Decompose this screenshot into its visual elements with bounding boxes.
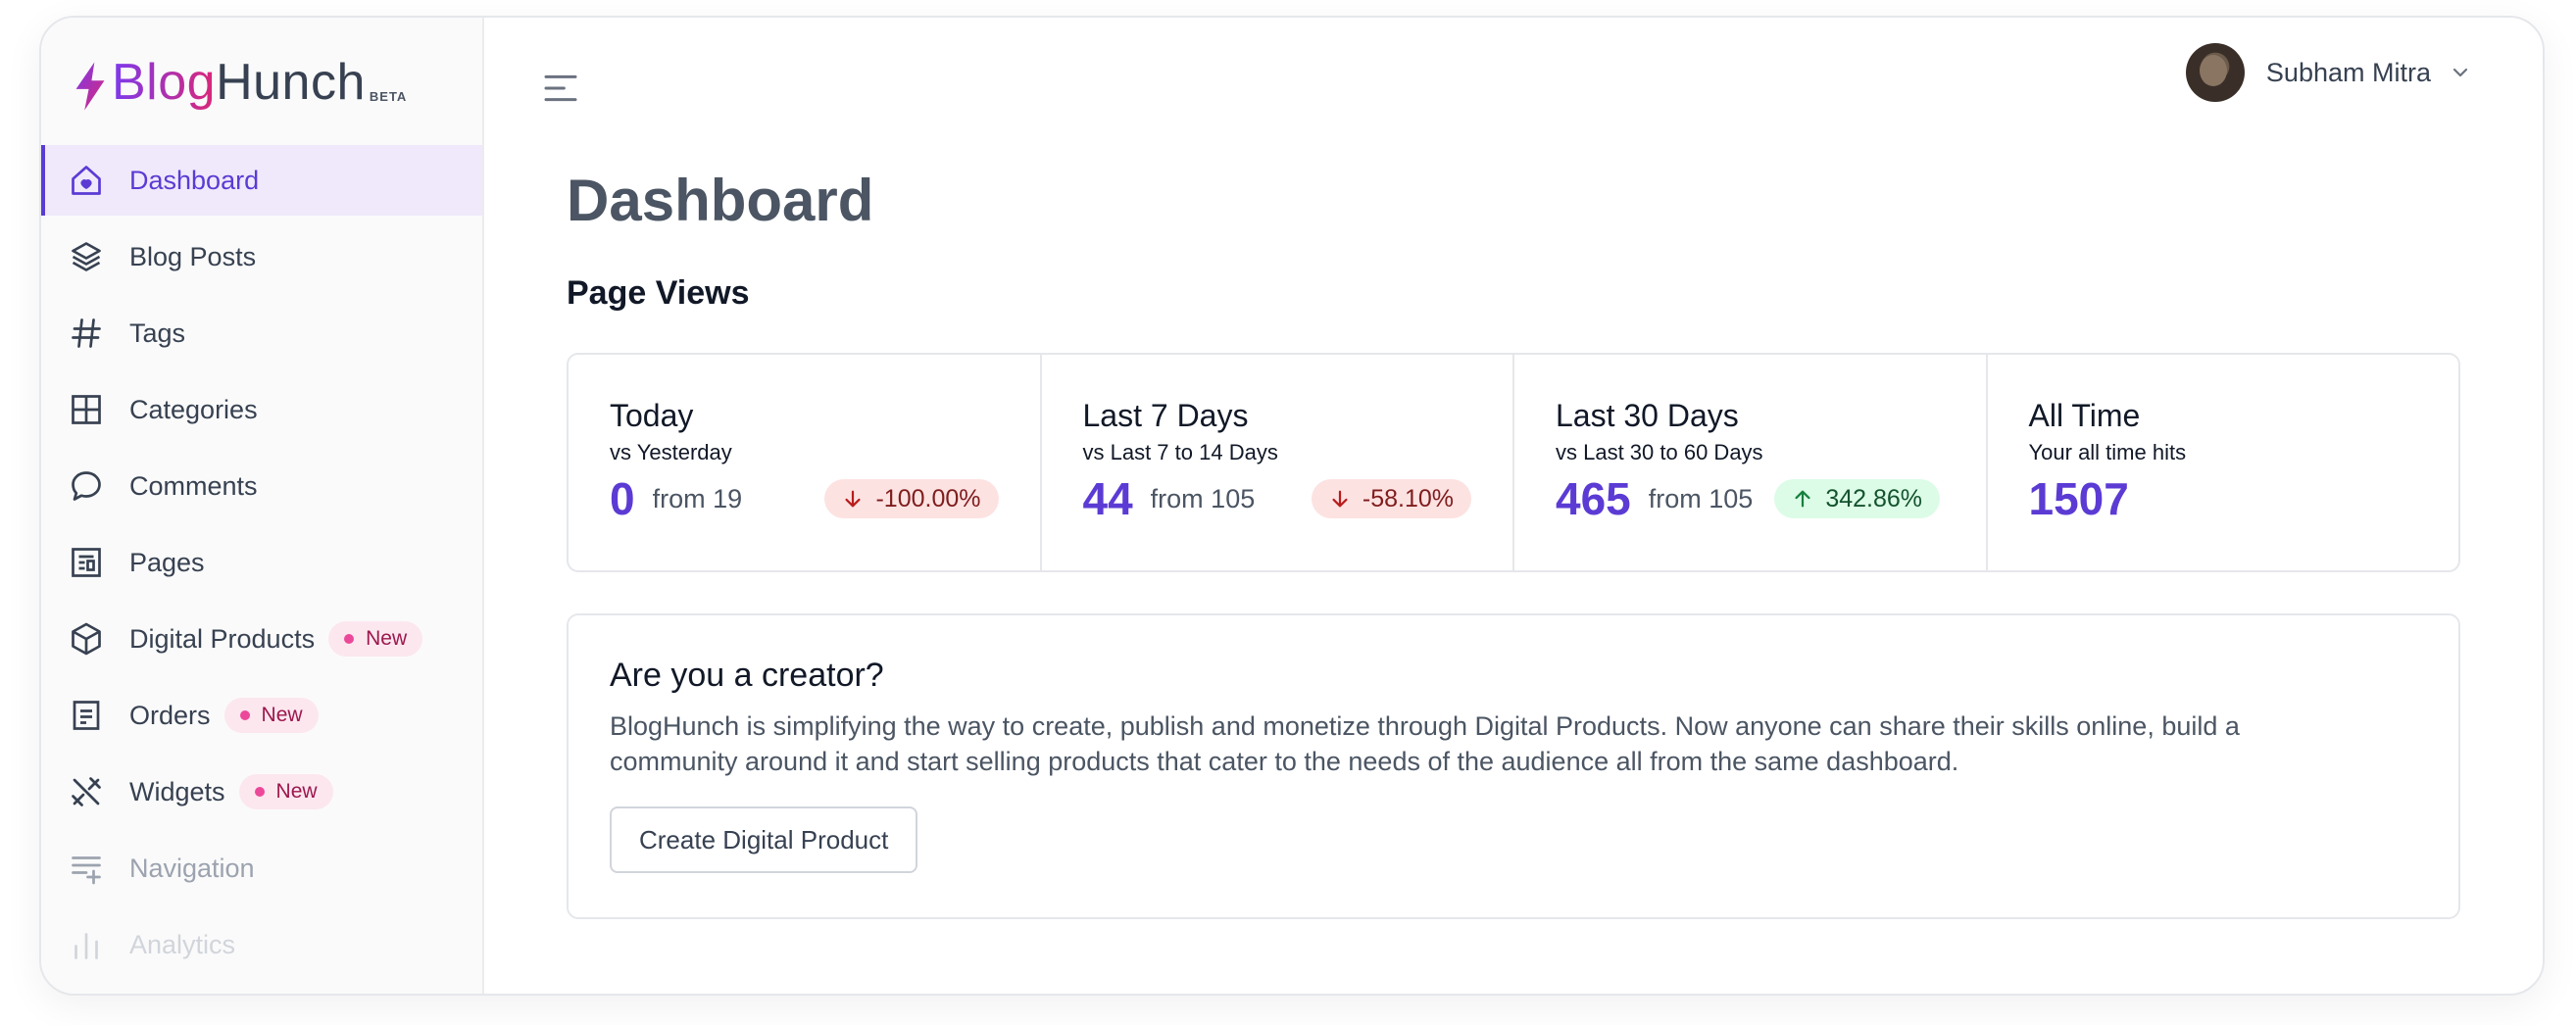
beta-tag: BETA xyxy=(369,89,408,104)
stat-title: All Time xyxy=(2028,398,2141,433)
sidebar-item-label: Pages xyxy=(129,547,205,577)
sidebar-item-blog-posts[interactable]: Blog Posts xyxy=(41,221,482,292)
page-views-stats: Today vs Yesterday 0 from 19 -100.00% La… xyxy=(567,353,2460,572)
arrow-up-icon xyxy=(1795,490,1810,508)
sidebar-nav: Dashboard Blog Posts Tags Categories xyxy=(41,145,482,986)
change-badge: 342.86% xyxy=(1774,479,1941,518)
comment-icon xyxy=(67,466,106,506)
badge-dot xyxy=(239,710,250,720)
chevron-down-icon xyxy=(2452,68,2468,77)
sidebar-item-tags[interactable]: Tags xyxy=(41,298,482,368)
new-badge: New xyxy=(328,621,423,657)
badge-dot xyxy=(254,787,265,797)
hash-icon xyxy=(67,314,106,353)
layers-icon xyxy=(67,237,106,276)
sidebar-item-label: Navigation xyxy=(129,853,255,883)
sidebar-item-digital-products[interactable]: Digital Products New xyxy=(41,604,482,674)
change-value: 342.86% xyxy=(1825,484,1923,512)
receipt-icon xyxy=(67,696,106,735)
sidebar-item-label: Digital Products xyxy=(129,623,316,654)
creator-description: BlogHunch is simplifying the way to crea… xyxy=(610,711,2240,776)
page-title: Dashboard xyxy=(567,168,874,233)
stat-from: from 105 xyxy=(1648,483,1754,513)
sidebar-item-comments[interactable]: Comments xyxy=(41,451,482,521)
avatar xyxy=(2185,43,2245,102)
sidebar-item-label: Widgets xyxy=(129,776,225,806)
grid-icon xyxy=(67,390,106,429)
change-badge: -100.00% xyxy=(824,479,999,518)
app-window: Blog Hunch BETA Dashboard Blog Posts xyxy=(39,16,2545,996)
stat-value: 1507 xyxy=(2028,473,2129,524)
sidebar-item-navigation[interactable]: Navigation xyxy=(41,833,482,903)
stat-value: 465 xyxy=(1556,473,1631,524)
menu-toggle-icon[interactable] xyxy=(541,69,580,108)
stat-subtitle: Your all time hits xyxy=(2028,440,2187,464)
sidebar-item-label: Categories xyxy=(129,394,258,424)
badge-label: New xyxy=(261,704,303,726)
sidebar-item-label: Comments xyxy=(129,470,258,501)
badge-label: New xyxy=(275,780,318,803)
stat-last-7-days: Last 7 Days vs Last 7 to 14 Days 44 from… xyxy=(1042,355,1514,570)
sidebar-item-categories[interactable]: Categories xyxy=(41,374,482,445)
stat-subtitle: vs Last 30 to 60 Days xyxy=(1556,440,1763,464)
sidebar-item-label: Tags xyxy=(129,317,186,348)
logo[interactable]: Blog Hunch BETA xyxy=(73,53,407,112)
badge-dot xyxy=(344,634,355,644)
arrow-down-icon xyxy=(1332,490,1348,508)
sidebar-item-label: Orders xyxy=(129,700,211,730)
stat-last-30-days: Last 30 Days vs Last 30 to 60 Days 465 f… xyxy=(1514,355,1988,570)
user-menu[interactable]: Subham Mitra xyxy=(2185,43,2472,102)
sidebar-item-orders[interactable]: Orders New xyxy=(41,680,482,751)
stat-value: 0 xyxy=(610,473,635,524)
box-icon xyxy=(67,619,106,659)
stat-from: from 19 xyxy=(652,483,743,513)
change-badge: -58.10% xyxy=(1311,479,1471,518)
new-badge: New xyxy=(223,698,319,733)
brand-name-part1: Blog xyxy=(112,54,217,111)
stat-subtitle: vs Last 7 to 14 Days xyxy=(1082,440,1278,464)
stat-from: from 105 xyxy=(1150,483,1256,513)
stat-title: Last 7 Days xyxy=(1082,398,1249,433)
page-views-heading: Page Views xyxy=(567,274,750,312)
create-digital-product-button[interactable]: Create Digital Product xyxy=(610,806,918,873)
arrow-down-icon xyxy=(845,490,861,508)
change-value: -58.10% xyxy=(1362,484,1454,512)
badge-label: New xyxy=(366,627,408,650)
sidebar-item-widgets[interactable]: Widgets New xyxy=(41,757,482,827)
new-badge: New xyxy=(238,774,333,809)
tools-icon xyxy=(67,772,106,811)
brand-name-part2: Hunch xyxy=(216,54,366,111)
chart-icon xyxy=(67,925,106,964)
change-value: -100.00% xyxy=(875,484,981,512)
stat-title: Today xyxy=(610,398,694,433)
sidebar-item-label: Blog Posts xyxy=(129,241,257,271)
creator-card: Are you a creator? BlogHunch is simplify… xyxy=(567,613,2460,919)
creator-heading: Are you a creator? xyxy=(610,657,884,694)
stat-today: Today vs Yesterday 0 from 19 -100.00% xyxy=(569,355,1042,570)
stat-subtitle: vs Yesterday xyxy=(610,440,732,464)
stat-value: 44 xyxy=(1082,473,1133,524)
sidebar-item-analytics[interactable]: Analytics xyxy=(41,909,482,980)
user-name: Subham Mitra xyxy=(2265,57,2431,87)
page-icon xyxy=(67,543,106,582)
sidebar-item-label: Analytics xyxy=(129,929,236,959)
navigation-icon xyxy=(67,849,106,888)
sidebar-item-dashboard[interactable]: Dashboard xyxy=(41,145,482,216)
home-icon xyxy=(67,161,106,200)
sidebar-item-pages[interactable]: Pages xyxy=(41,527,482,598)
stat-title: Last 30 Days xyxy=(1556,398,1739,433)
sidebar: Blog Hunch BETA Dashboard Blog Posts xyxy=(41,18,484,994)
bolt-logo-icon xyxy=(75,62,105,111)
stat-all-time: All Time Your all time hits 1507 xyxy=(1988,355,2459,570)
sidebar-item-label: Dashboard xyxy=(129,165,260,195)
